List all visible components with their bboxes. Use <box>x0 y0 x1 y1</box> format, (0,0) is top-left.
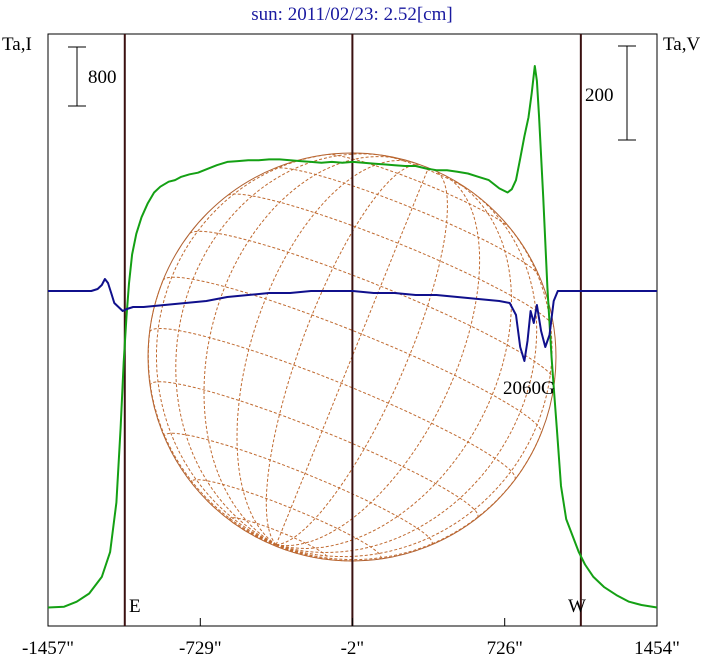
longitude-line <box>275 167 429 545</box>
longitude-line <box>276 220 553 558</box>
latitude-line <box>227 193 555 328</box>
latitude-line <box>149 328 516 480</box>
x-tick-label-0: -1457" <box>22 638 74 659</box>
x-tick-label-1: -729" <box>179 638 222 659</box>
latitude-line <box>191 479 382 560</box>
longitude-line <box>147 280 277 546</box>
vertical-reference-lines <box>123 34 582 626</box>
x-tick-label-2: -2" <box>341 638 365 659</box>
longitude-line <box>276 174 481 547</box>
longitude-line <box>175 153 385 546</box>
right-scale-bar: 200 <box>585 45 636 141</box>
limb-label-west: W <box>568 596 586 617</box>
longitude-line <box>276 544 357 562</box>
longitude-line <box>276 170 448 546</box>
longitude-line <box>276 433 542 561</box>
longitude-line <box>265 164 421 546</box>
longitude-line <box>236 159 414 546</box>
longitude-line <box>156 153 338 546</box>
right-scale-bar-label: 200 <box>585 85 614 106</box>
x-tick-label-4: 1454" <box>634 638 680 659</box>
latitude-line <box>189 230 555 382</box>
x-tick-label-3: 726" <box>487 638 523 659</box>
left-scale-bar: 800 <box>68 46 117 107</box>
x-axis-ticks: -1457" -729" -2" 726" 1454" <box>22 618 680 659</box>
latitude-line <box>327 154 511 229</box>
latitude-line <box>274 167 540 276</box>
solar-disk-grid <box>147 152 557 562</box>
latitude-line <box>163 432 433 546</box>
chart-title: sun: 2011/02/23: 2.52[cm] <box>251 4 452 25</box>
limb-label-east: E <box>129 596 141 617</box>
longitude-line <box>203 156 400 546</box>
right-axis-label: Ta,V <box>663 34 700 55</box>
longitude-line <box>276 180 513 550</box>
series-line-polarization <box>48 278 657 362</box>
longitude-line <box>276 189 538 554</box>
latitude-line <box>162 276 542 434</box>
series-line-intensity <box>47 65 658 609</box>
longitude-line <box>207 500 277 546</box>
left-axis-label: Ta,I <box>2 34 32 55</box>
left-scale-bar-label: 800 <box>88 67 117 88</box>
longitude-line <box>275 544 282 549</box>
field-annotation: 2060G <box>503 378 555 399</box>
longitude-line <box>275 544 298 554</box>
series-layer <box>47 65 658 609</box>
